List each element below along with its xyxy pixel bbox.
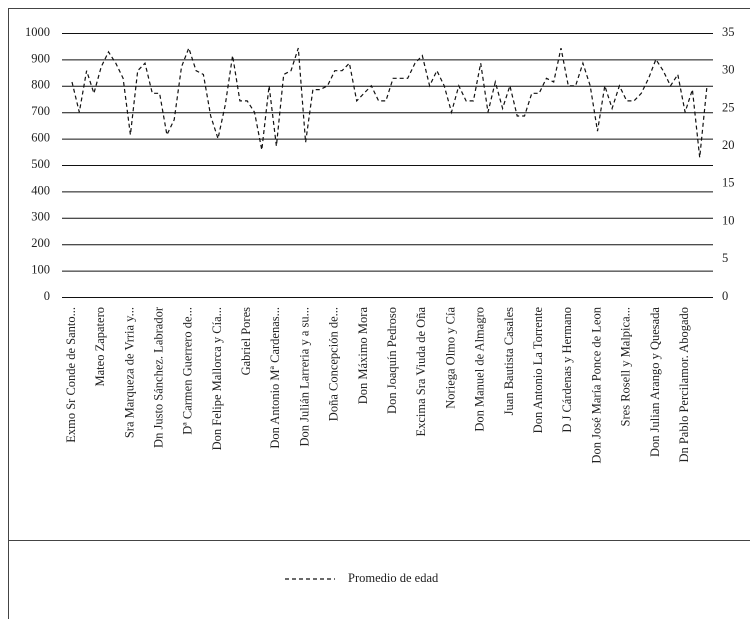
- x-tick-label: Doña Concepción de...: [327, 307, 341, 421]
- y-tick-label: 900: [31, 51, 50, 65]
- x-tick-label: Sra Marqueza de Vrria y...: [122, 307, 136, 438]
- x-tick-label: Noriega Olmo y Cía: [443, 307, 457, 409]
- x-tick-label: Don Antonio La Torrente: [531, 307, 545, 434]
- x-tick-label: Mateo Zapatero: [93, 307, 107, 386]
- y-tick-label: 0: [44, 289, 50, 303]
- y2-tick-label: 10: [722, 213, 735, 227]
- y2-tick-label: 30: [722, 63, 735, 77]
- x-tick-label: Don Máximo Mora: [356, 307, 370, 405]
- x-tick-label: Don José María Ponce de Leon: [589, 306, 603, 463]
- x-tick-label: Don Antonio Mª Cardenas...: [268, 307, 282, 449]
- data-line: [71, 46, 708, 158]
- x-tick-label: Excima Sra Viuda de Oña: [414, 307, 428, 437]
- x-tick-label: Don Julian Arango y Quesada: [648, 307, 662, 457]
- x-tick-label: Dn Justo Sánchez. Labrador: [151, 306, 165, 448]
- y2-tick-label: 35: [722, 25, 735, 39]
- x-tick-label: Dª Carmen Guerrero de...: [181, 307, 195, 435]
- y2-tick-label: 15: [722, 176, 735, 190]
- y2-tick-label: 20: [722, 138, 735, 152]
- x-tick-label: Don Joaquín Pedroso: [385, 307, 399, 414]
- y-tick-label: 100: [31, 262, 50, 276]
- x-tick-label: D J Cárdenas y Hermano: [560, 307, 574, 433]
- y2-tick-label: 5: [722, 251, 728, 265]
- y-tick-label: 1000: [25, 25, 50, 39]
- legend-label: Promedio de edad: [348, 571, 439, 585]
- y-tick-label: 700: [31, 104, 50, 118]
- y-tick-label: 800: [31, 78, 50, 92]
- y-tick-label: 300: [31, 210, 50, 224]
- x-tick-label: Don Felipe Mallorca y Cía...: [210, 307, 224, 450]
- y2-tick-label: 0: [722, 289, 728, 303]
- x-tick-label: Dn Pablo Percilamor. Abogado: [677, 307, 691, 463]
- chart-frame: [8, 8, 750, 619]
- x-tick-label: Don Julián Larreria y a su...: [297, 307, 311, 447]
- y-tick-label: 400: [31, 183, 50, 197]
- y2-tick-label: 25: [722, 100, 735, 114]
- legend: Promedio de edad: [285, 571, 439, 585]
- x-tick-label: Don Manuel de Almagro: [473, 307, 487, 432]
- y-tick-label: 200: [31, 236, 50, 250]
- y-tick-label: 500: [31, 157, 50, 171]
- x-tick-label: Sres Rosell y Malpica...: [619, 307, 633, 426]
- y-tick-label: 600: [31, 130, 50, 144]
- x-tick-label: Gabriel Pores: [239, 307, 253, 376]
- x-tick-label: Exmo Sr Conde de Santo...: [64, 307, 78, 443]
- x-tick-label: Juan Bautista Casales: [502, 307, 516, 415]
